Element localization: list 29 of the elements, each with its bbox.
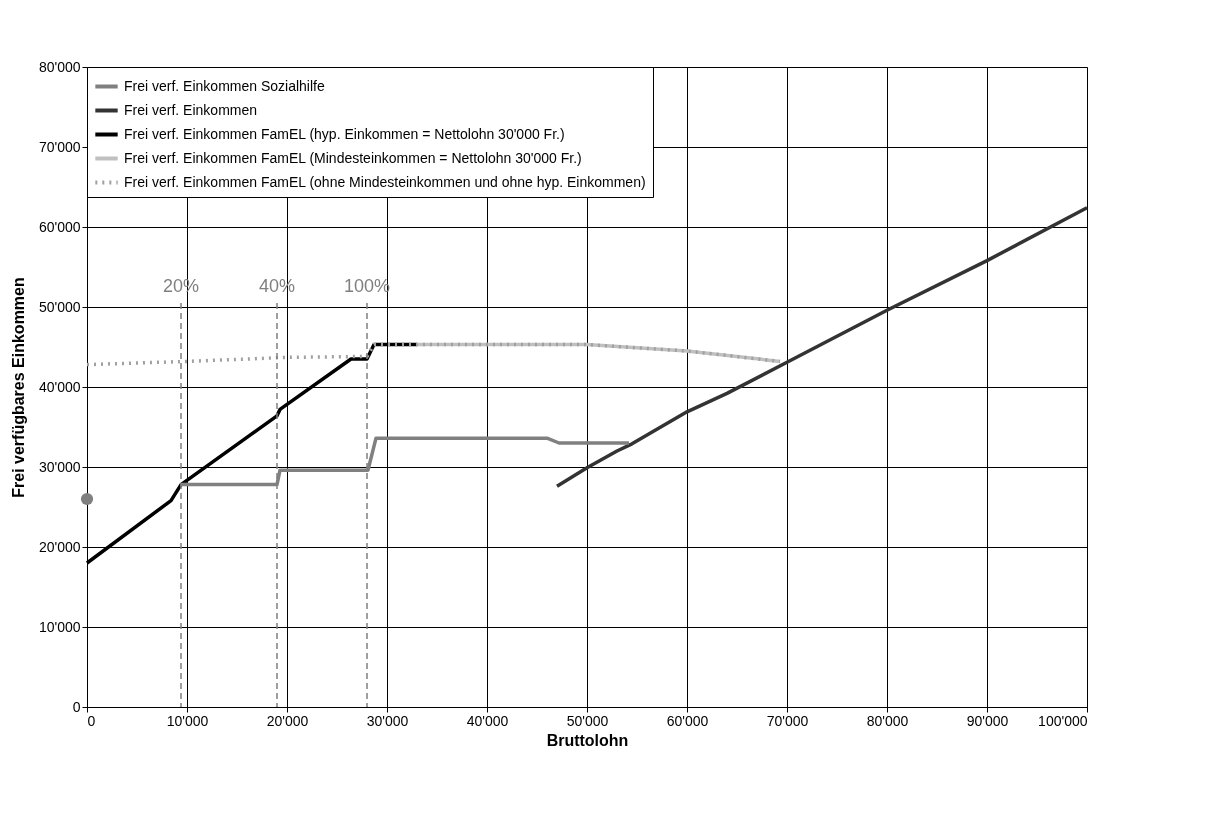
y-tick-label: 10'000 xyxy=(38,618,81,635)
y-tick-label: 50'000 xyxy=(38,298,81,315)
x-tick-label: 90'000 xyxy=(966,712,1009,729)
y-tick-label: 20'000 xyxy=(38,538,81,555)
legend-label: Frei verf. Einkommen FamEL (Mindesteinkommen = Nettolohn 30'000 Fr.) xyxy=(124,149,582,166)
x-tick-label: 30'000 xyxy=(366,712,409,729)
x-tick-label: 100'000 xyxy=(1038,712,1088,729)
legend-label: Frei verf. Einkommen FamEL (hyp. Einkommen = Nettolohn 30'000 Fr.) xyxy=(124,125,565,142)
legend-label: Frei verf. Einkommen FamEL (ohne Mindesteinkommen und ohne hyp. Einkommen) xyxy=(124,173,646,190)
x-tick-label: 10'000 xyxy=(166,712,209,729)
y-axis-title: Frei verfügbares Einkommen xyxy=(9,277,27,498)
y-tick-label: 0 xyxy=(72,698,81,715)
y-tick-label: 40'000 xyxy=(38,378,81,395)
legend-label: Frei verf. Einkommen Sozialhilfe xyxy=(124,77,325,94)
x-tick-label: 80'000 xyxy=(866,712,909,729)
y-tick-label: 80'000 xyxy=(38,58,81,75)
line-series xyxy=(555,206,1089,488)
y-tick-label: 60'000 xyxy=(38,218,81,235)
x-axis-title: Bruttolohn xyxy=(546,731,629,749)
x-tick-label: 70'000 xyxy=(766,712,809,729)
x-tick-label: 60'000 xyxy=(666,712,709,729)
x-tick-label: 0 xyxy=(87,712,96,729)
x-tick-label: 20'000 xyxy=(266,712,309,729)
line-series xyxy=(85,342,782,367)
x-tick-label: 50'000 xyxy=(566,712,609,729)
x-tick-label: 40'000 xyxy=(466,712,509,729)
y-tick-label: 30'000 xyxy=(38,458,81,475)
legend-label: Frei verf. Einkommen xyxy=(124,101,258,118)
y-tick-label: 70'000 xyxy=(38,138,81,155)
